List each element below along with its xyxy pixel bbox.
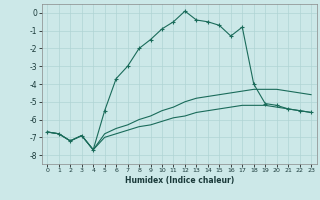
X-axis label: Humidex (Indice chaleur): Humidex (Indice chaleur) xyxy=(124,176,234,185)
